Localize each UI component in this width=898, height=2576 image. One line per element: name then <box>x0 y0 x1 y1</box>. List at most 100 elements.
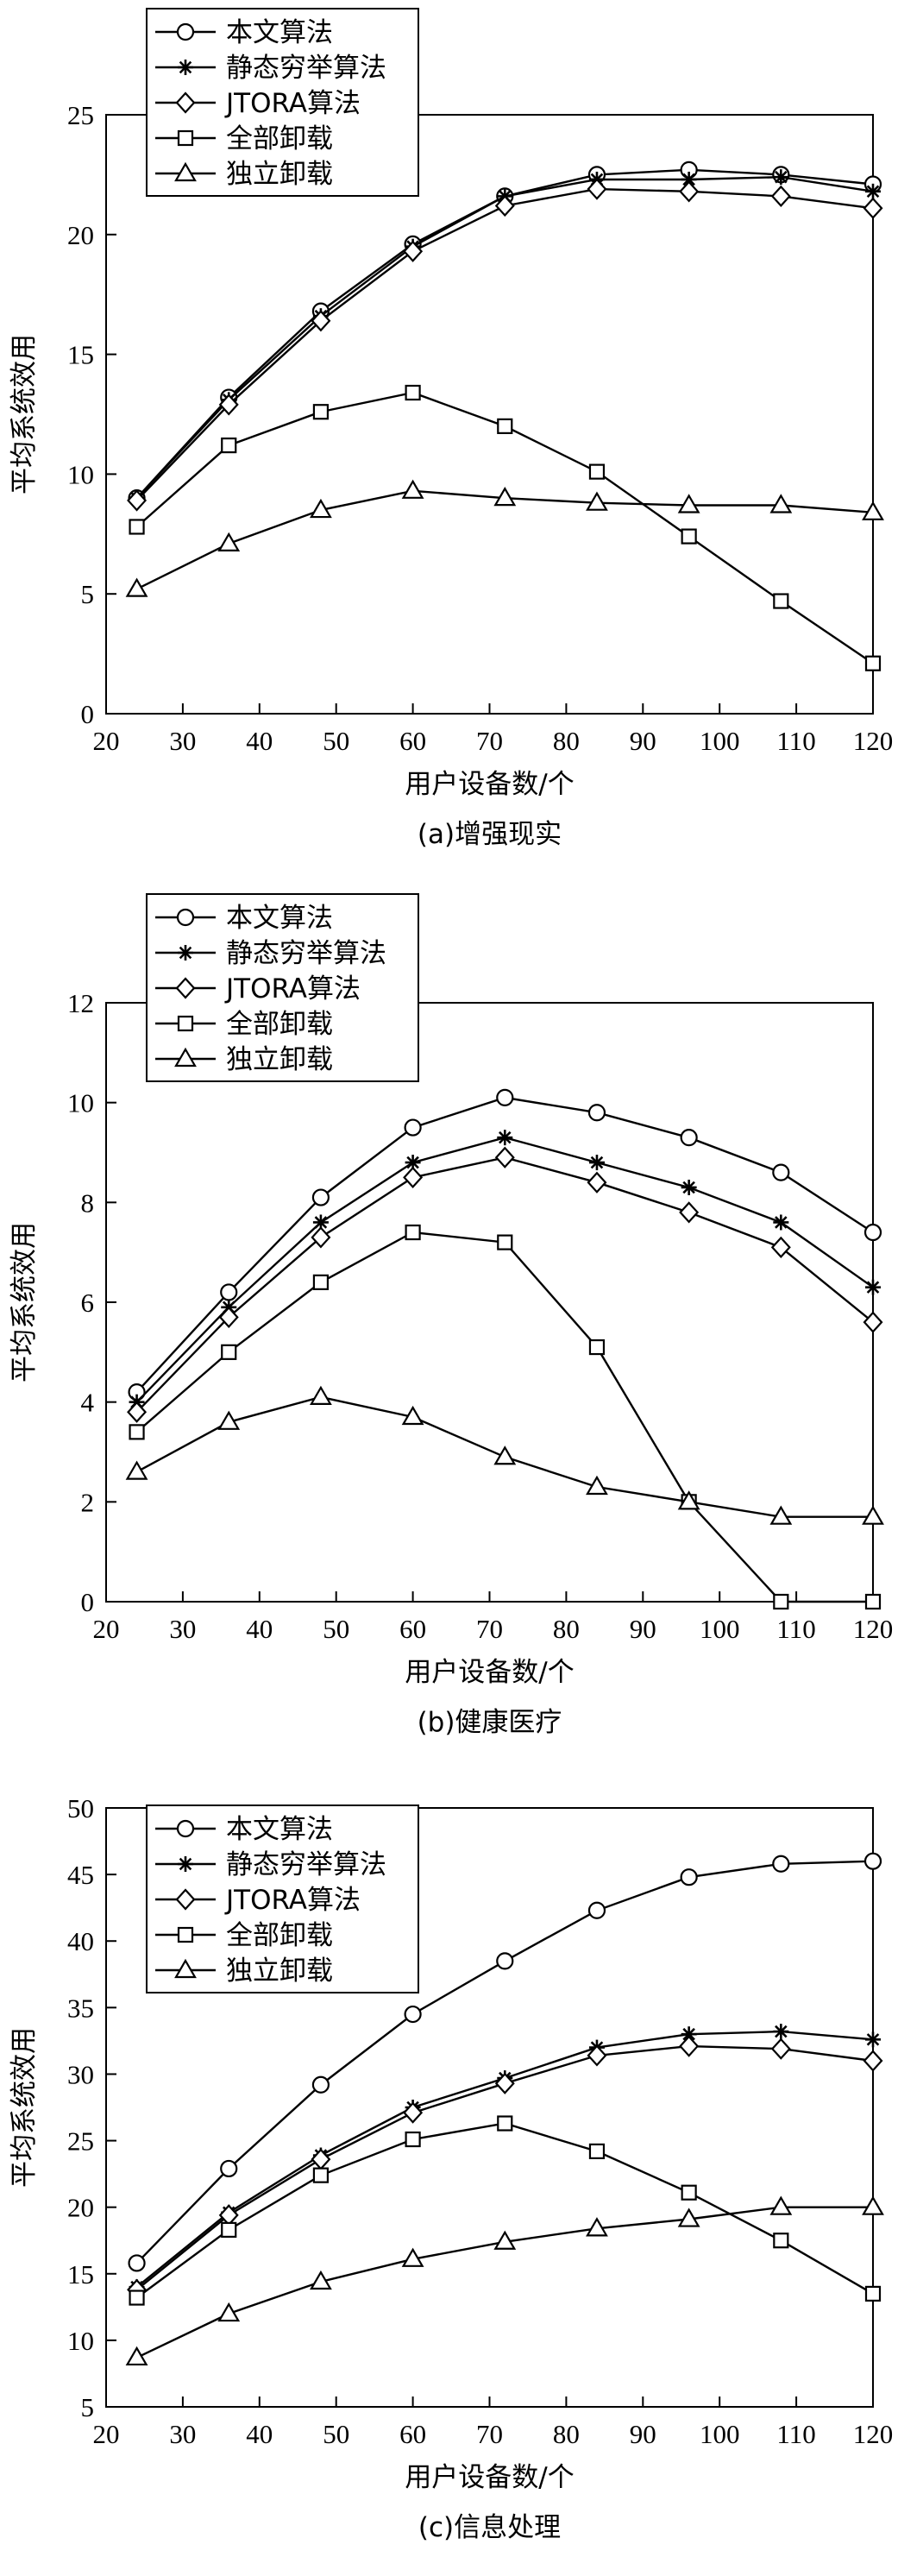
data-point-triangle <box>493 486 517 507</box>
data-point-square <box>312 1274 330 1290</box>
x-tick-label: 120 <box>853 2419 894 2449</box>
series-5 <box>125 1385 884 1525</box>
data-point-triangle <box>493 1445 517 1465</box>
data-point-square <box>864 2285 882 2302</box>
data-point-circle <box>587 1901 606 1919</box>
legend-entry: 独立卸载 <box>226 1044 333 1075</box>
data-point-triangle <box>401 2247 424 2267</box>
series-line <box>135 1156 874 1414</box>
x-tick-label: 20 <box>93 1614 120 1644</box>
data-point-square <box>312 404 330 420</box>
data-point-diamond <box>679 1201 700 1224</box>
data-point-circle <box>680 1868 698 1886</box>
legend-marker-star <box>178 1856 193 1872</box>
data-point-circle <box>404 1118 422 1137</box>
data-point-star <box>773 1214 789 1231</box>
data-point-square <box>773 1593 789 1610</box>
y-axis-label: 平均系统效用 <box>9 2027 40 2188</box>
data-point-triangle <box>862 501 884 520</box>
data-point-diamond <box>679 180 700 203</box>
data-point-triangle <box>310 498 332 519</box>
x-tick-label: 60 <box>399 726 426 756</box>
y-tick-label: 40 <box>67 1926 94 1956</box>
x-tick-label: 100 <box>700 726 740 756</box>
data-point-square <box>129 519 145 535</box>
series-4 <box>129 2115 882 2306</box>
data-point-triangle <box>862 2195 884 2215</box>
y-tick-label: 30 <box>67 2059 94 2089</box>
data-point-star <box>588 1155 605 1171</box>
data-point-diamond <box>587 178 607 200</box>
y-tick-label: 10 <box>67 1088 94 1118</box>
y-tick-label: 4 <box>81 1388 95 1418</box>
data-point-square <box>681 528 697 545</box>
data-point-square <box>221 2221 237 2238</box>
legend-entry: JTORA算法 <box>224 973 361 1005</box>
data-point-diamond <box>863 2050 883 2072</box>
y-tick-label: 0 <box>81 699 95 729</box>
data-point-circle <box>220 1283 238 1301</box>
data-point-diamond <box>679 2035 700 2057</box>
y-tick-label: 15 <box>67 2259 94 2289</box>
y-tick-label: 6 <box>81 1288 95 1318</box>
x-tick-label: 70 <box>476 2419 503 2449</box>
data-point-square <box>221 1344 237 1360</box>
x-tick-label: 70 <box>476 1614 503 1644</box>
data-point-star <box>865 183 881 199</box>
data-point-triangle <box>310 1385 332 1405</box>
data-point-triangle <box>586 1475 608 1496</box>
data-point-square <box>773 593 789 609</box>
data-point-circle <box>220 2159 238 2178</box>
x-tick-label: 80 <box>553 1614 580 1644</box>
x-tick-label: 60 <box>399 2419 426 2449</box>
data-point-square <box>497 418 513 434</box>
legend-entry: 独立卸载 <box>226 159 333 190</box>
data-point-star <box>865 1279 881 1295</box>
legend-marker-diamond <box>175 1888 196 1911</box>
data-point-diamond <box>494 2072 515 2094</box>
legend-marker-square <box>177 1926 194 1943</box>
data-point-star <box>497 1130 513 1146</box>
data-point-triangle <box>586 491 608 511</box>
x-tick-label: 50 <box>323 726 349 756</box>
series-5 <box>125 479 884 597</box>
x-tick-label: 40 <box>246 1614 273 1644</box>
legend-marker-diamond <box>175 91 196 114</box>
data-point-triangle <box>677 494 700 513</box>
data-point-square <box>864 655 882 671</box>
legend-marker-triangle <box>174 161 197 182</box>
data-point-circle <box>311 2075 330 2094</box>
x-tick-label: 110 <box>776 1614 815 1644</box>
x-tick-label: 30 <box>169 2419 196 2449</box>
series-3 <box>127 2035 883 2301</box>
data-point-triangle <box>217 1410 241 1430</box>
x-tick-label: 30 <box>169 726 196 756</box>
data-point-square <box>129 2289 145 2306</box>
y-tick-label: 2 <box>81 1487 95 1517</box>
data-point-star <box>773 169 789 186</box>
data-point-circle <box>863 1223 882 1242</box>
y-tick-label: 12 <box>67 988 94 1018</box>
data-point-diamond <box>494 1146 515 1168</box>
data-point-triangle <box>862 1505 884 1525</box>
data-point-square <box>405 1224 421 1241</box>
data-point-diamond <box>770 185 791 208</box>
x-tick-label: 60 <box>399 1614 426 1644</box>
chart-panel-1: 20 30 40 50 60 70 80 90 100 110 120 0 5 10 15 20 25 用户设备数… <box>9 8 893 850</box>
chart-panel-2: 20 30 40 50 60 70 80 90 100 110 120 0 2 4 6 8 10 12 用户设备数/… <box>9 893 893 1738</box>
x-tick-label: 100 <box>700 1614 740 1644</box>
data-point-triangle <box>310 2270 332 2290</box>
x-tick-label: 90 <box>630 726 656 756</box>
data-point-circle <box>311 1188 330 1206</box>
data-point-triangle <box>125 2346 148 2366</box>
data-point-triangle <box>677 2208 700 2227</box>
data-point-triangle <box>677 1490 700 1510</box>
data-point-square <box>405 2131 421 2148</box>
data-point-star <box>681 1179 697 1195</box>
data-point-diamond <box>127 489 148 512</box>
data-point-triangle <box>769 494 793 513</box>
series-1 <box>128 1852 882 2272</box>
legend-entry: 本文算法 <box>226 1814 333 1845</box>
chart-caption: (b)健康医疗 <box>418 1707 562 1738</box>
data-point-diamond <box>403 1166 424 1189</box>
